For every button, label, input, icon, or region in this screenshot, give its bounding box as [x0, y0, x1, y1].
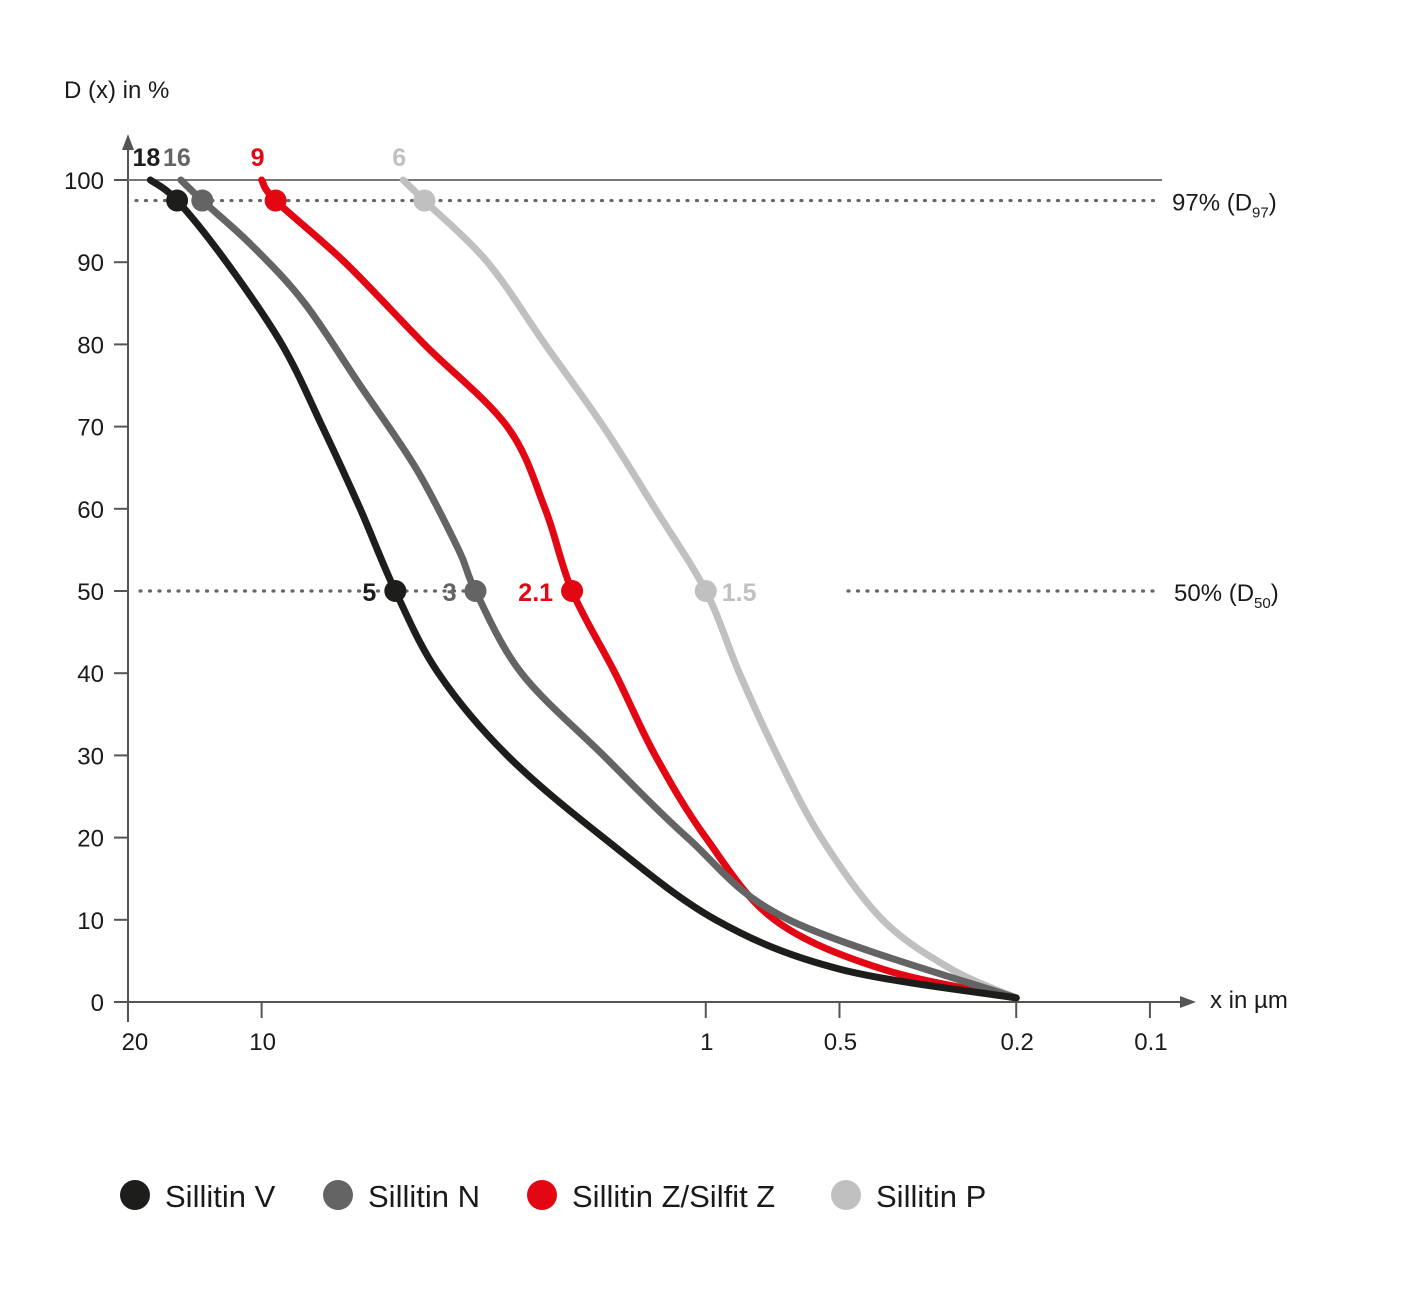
label-top-sillitin-p: 6 — [392, 144, 406, 172]
legend-label-sillitin-n: Sillitin N — [368, 1179, 480, 1214]
y-tick-label: 30 — [77, 743, 104, 770]
y-tick-label: 50 — [77, 579, 104, 606]
curve-sillitin-v — [146, 176, 1020, 1002]
x-axis-arrow-icon — [1180, 996, 1196, 1008]
x-tick-label: 1 — [700, 1029, 713, 1056]
legend-label-sillitin-v: Sillitin V — [165, 1179, 276, 1214]
y-axis-arrow-icon — [122, 134, 134, 150]
x-tick-label: 20 — [122, 1029, 149, 1056]
marker-d97-sillitin-z-silfit-z — [264, 189, 287, 212]
label-d50-sillitin-z-silfit-z: 2.1 — [518, 579, 553, 607]
series-curves — [146, 176, 1020, 1002]
legend-swatch-sillitin-v — [120, 1180, 150, 1210]
reference-label-d97: 97% (D97) — [1172, 190, 1277, 222]
legend: Sillitin V Sillitin N Sillitin Z/Silfit Z S… — [120, 1179, 986, 1214]
y-tick-label: 0 — [91, 990, 104, 1017]
label-top-sillitin-z-silfit-z: 9 — [251, 144, 265, 172]
marker-d50-sillitin-p — [694, 580, 717, 602]
axes: 0 10 20 30 40 50 60 70 80 90 100 20 10 1 0.5 0.2 0.1 D (x… — [64, 77, 1288, 1056]
series-markers — [166, 189, 717, 602]
marker-d50-sillitin-v — [384, 580, 407, 602]
x-tick-label: 0.1 — [1134, 1029, 1167, 1056]
x-axis-title: x in µm — [1210, 987, 1288, 1014]
y-tick-label: 10 — [77, 908, 104, 935]
reference-lines: 97% (D97) 50% (D50) — [134, 190, 1279, 612]
legend-swatch-sillitin-p — [831, 1180, 861, 1210]
y-tick-label: 90 — [77, 250, 104, 277]
legend-label-sillitin-z-silfit-z: Sillitin Z/Silfit Z — [572, 1179, 775, 1214]
label-top-sillitin-n: 16 — [163, 144, 191, 172]
y-tick-label: 70 — [77, 415, 104, 442]
y-tick-label: 100 — [64, 168, 104, 195]
x-tick-label: 0.2 — [1001, 1029, 1034, 1056]
legend-swatch-sillitin-z-silfit-z — [527, 1180, 557, 1210]
marker-d97-sillitin-n — [191, 189, 214, 212]
y-tick-label: 40 — [77, 661, 104, 688]
y-tick-label: 20 — [77, 826, 104, 853]
marker-d97-sillitin-v — [166, 189, 189, 212]
label-d50-sillitin-p: 1.5 — [722, 579, 757, 607]
legend-swatch-sillitin-n — [323, 1180, 353, 1210]
y-tick-label: 60 — [77, 497, 104, 524]
x-tick-label: 10 — [249, 1029, 276, 1056]
marker-d97-sillitin-p — [413, 189, 436, 212]
label-d50-sillitin-v: 5 — [362, 579, 376, 607]
curve-sillitin-n — [177, 176, 1020, 1002]
label-top-sillitin-v: 18 — [132, 144, 160, 172]
x-tick-label: 0.5 — [824, 1029, 857, 1056]
y-axis-title: D (x) in % — [64, 77, 169, 104]
legend-label-sillitin-p: Sillitin P — [876, 1179, 986, 1214]
reference-label-d50: 50% (D50) — [1174, 580, 1279, 612]
y-tick-label: 80 — [77, 332, 104, 359]
point-labels: 18 5 16 3 9 2.1 6 1.5 — [132, 144, 756, 607]
label-d50-sillitin-n: 3 — [443, 579, 457, 607]
marker-d50-sillitin-n — [464, 580, 487, 602]
marker-d50-sillitin-z-silfit-z — [561, 580, 584, 602]
